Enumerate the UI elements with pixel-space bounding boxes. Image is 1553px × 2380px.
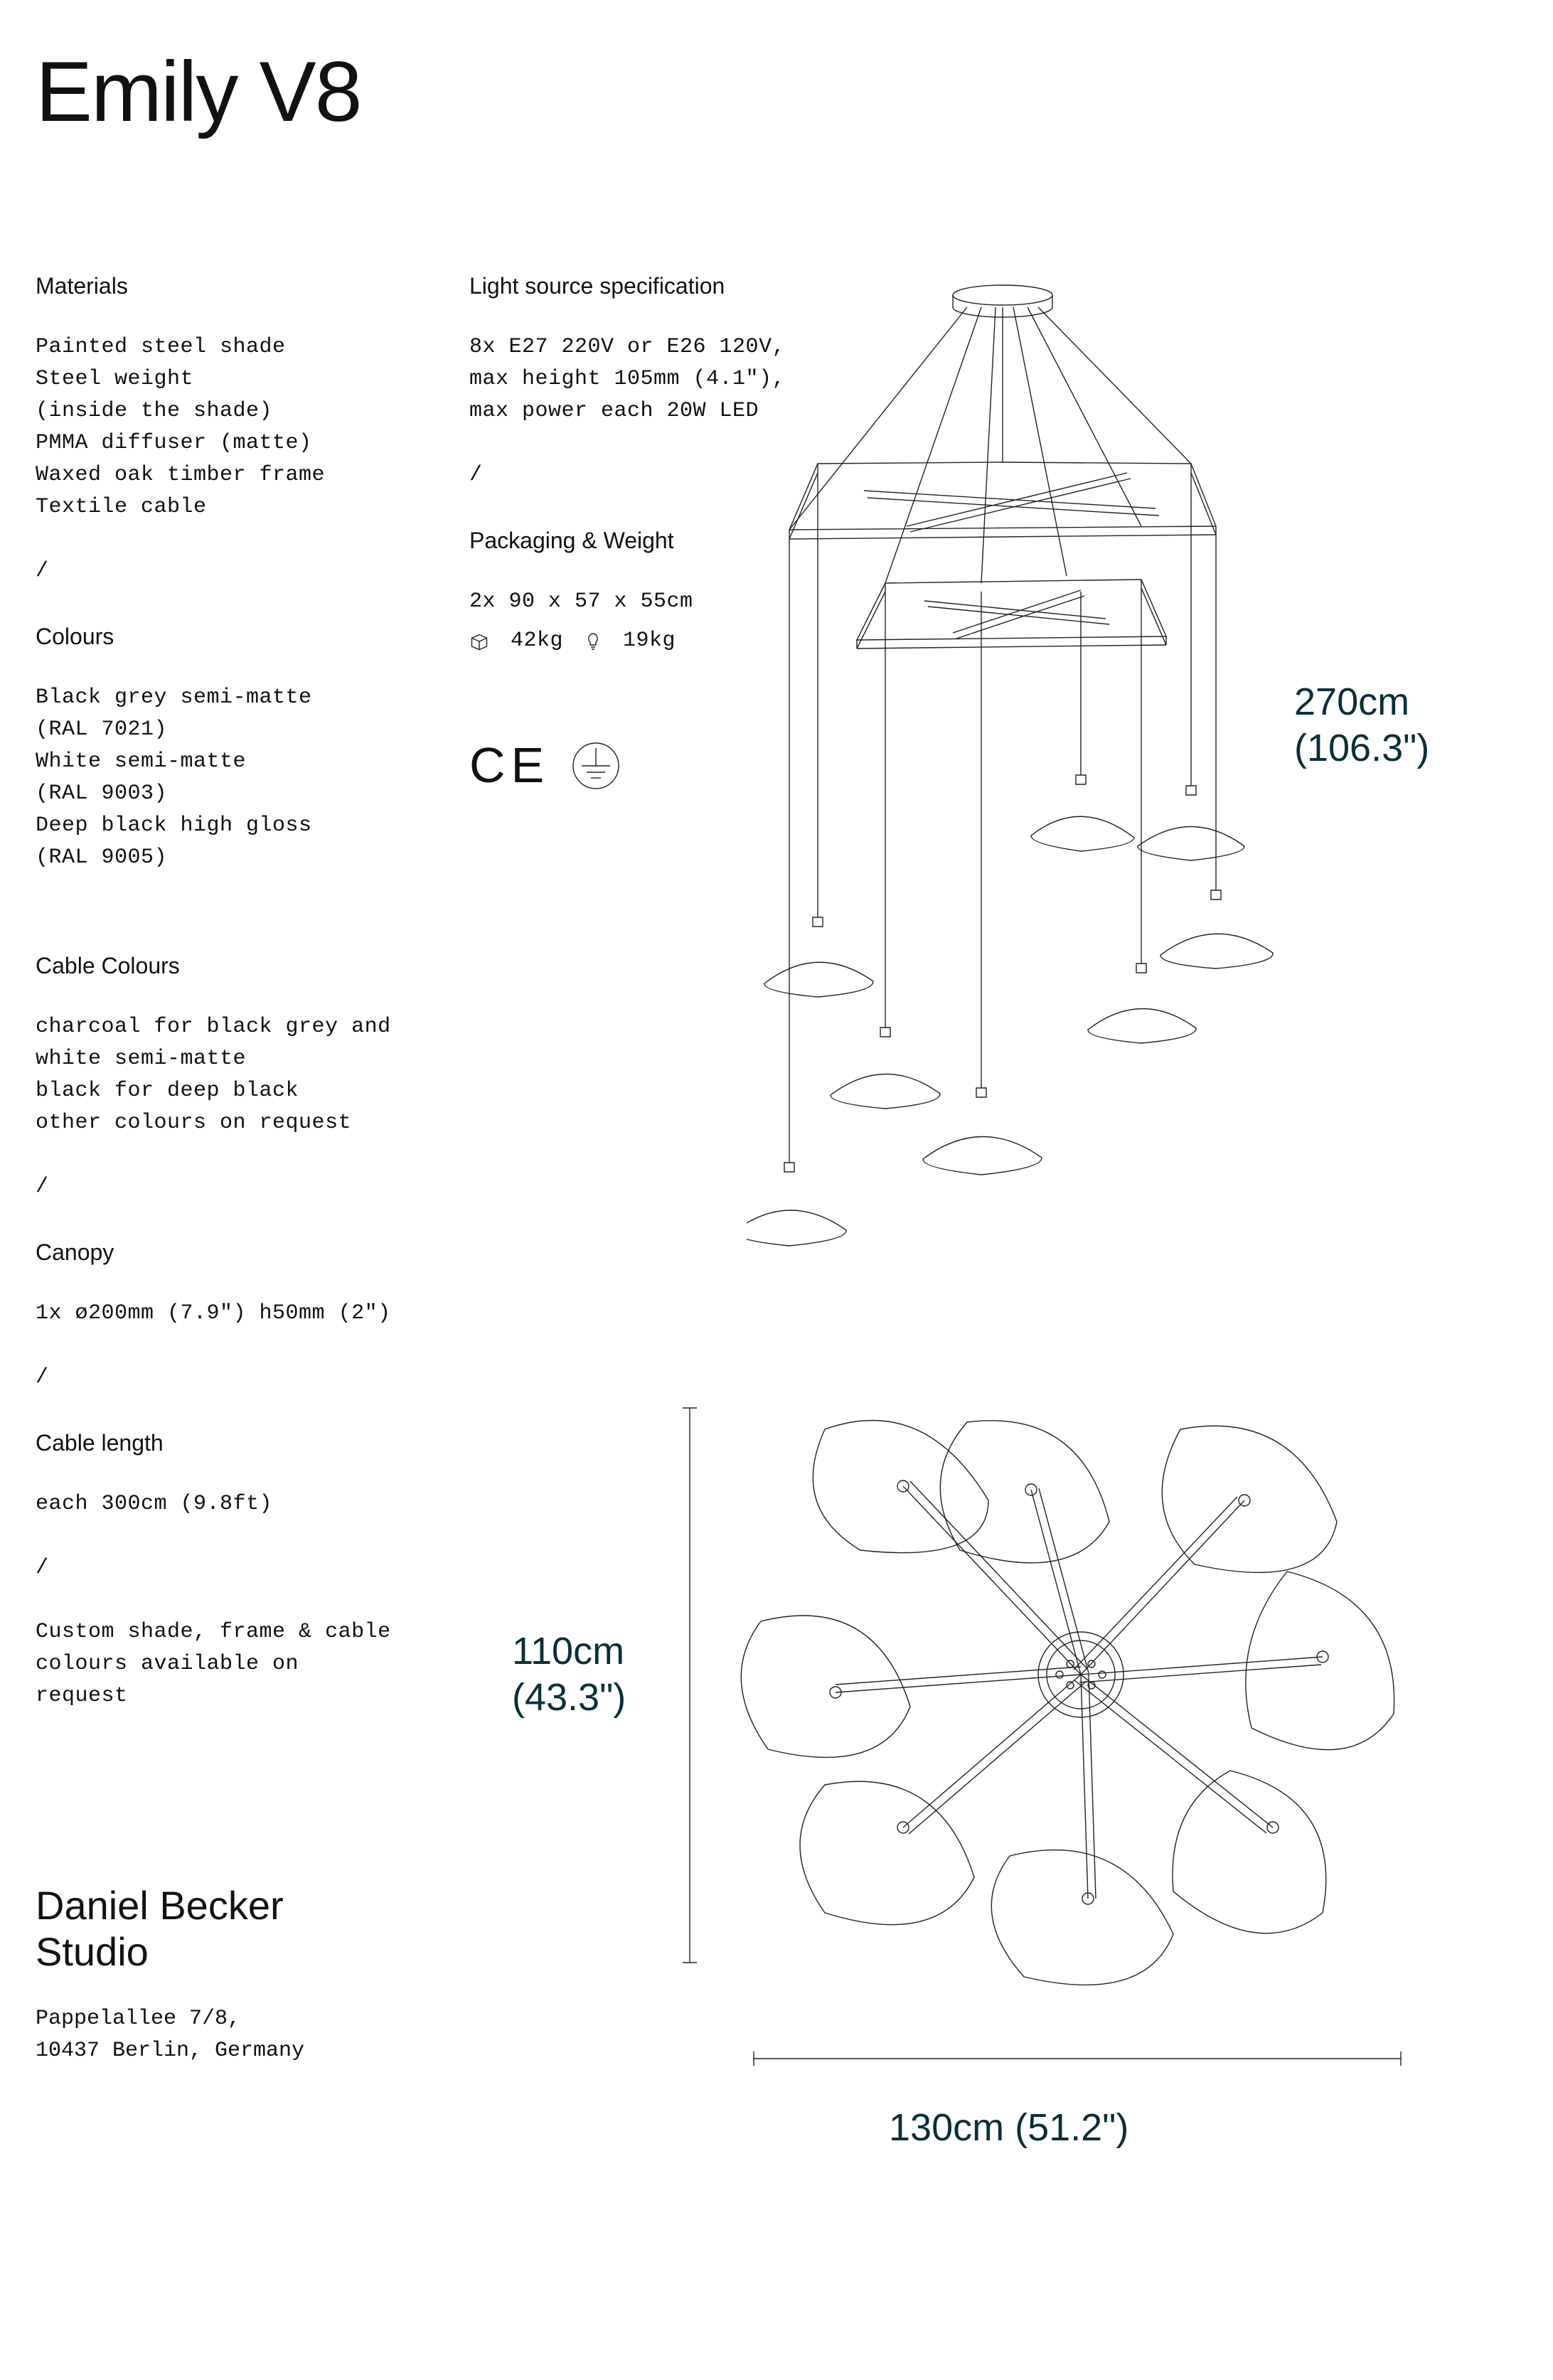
box-icon — [469, 631, 489, 651]
pendant — [1138, 473, 1244, 860]
bulb-icon — [585, 631, 602, 651]
plan-view-drawing — [683, 1387, 1415, 2083]
ce-mark-icon: CE — [469, 728, 550, 803]
height-dimension: 270cm (106.3") — [1294, 679, 1429, 772]
divider: / — [36, 1171, 391, 1203]
colours-heading: Colours — [36, 619, 391, 653]
canopy-text: 1x ø200mm (7.9") h50mm (2") — [36, 1298, 391, 1330]
height-in: (106.3") — [1294, 725, 1429, 772]
materials-text: Painted steel shade Steel weight (inside… — [36, 331, 391, 523]
studio-block: Daniel Becker Studio Pappelallee 7/8, 10… — [36, 1883, 304, 2067]
width-dimension: 130cm (51.2") — [889, 2105, 1128, 2151]
side-elevation-drawing — [747, 277, 1372, 1323]
plan-height-in: (43.3") — [512, 1675, 626, 1721]
colours-text: Black grey semi-matte (RAL 7021) White s… — [36, 682, 391, 874]
ground-icon — [571, 741, 621, 791]
cable-colours-text: charcoal for black grey and white semi-m… — [36, 1011, 391, 1139]
materials-heading: Materials — [36, 269, 391, 303]
cable-length-heading: Cable length — [36, 1426, 391, 1460]
cable-length-text: each 300cm (9.8ft) — [36, 1488, 391, 1520]
custom-text: Custom shade, frame & cable colours avai… — [36, 1616, 391, 1712]
divider: / — [36, 555, 391, 587]
divider: / — [36, 1552, 391, 1584]
plan-height-dimension: 110cm (43.3") — [512, 1628, 626, 1721]
gross-weight: 42kg — [511, 625, 563, 657]
studio-name: Daniel Becker Studio — [36, 1883, 304, 1975]
canopy-heading: Canopy — [36, 1235, 391, 1269]
net-weight: 19kg — [623, 625, 676, 657]
page-title: Emily V8 — [36, 43, 1517, 141]
height-cm: 270cm — [1294, 679, 1429, 725]
plan-height-cm: 110cm — [512, 1628, 626, 1675]
studio-address: Pappelallee 7/8, 10437 Berlin, Germany — [36, 2003, 304, 2067]
spec-column-left: Materials Painted steel shade Steel weig… — [36, 269, 391, 1744]
divider: / — [36, 1362, 391, 1394]
cable-colours-heading: Cable Colours — [36, 949, 391, 983]
